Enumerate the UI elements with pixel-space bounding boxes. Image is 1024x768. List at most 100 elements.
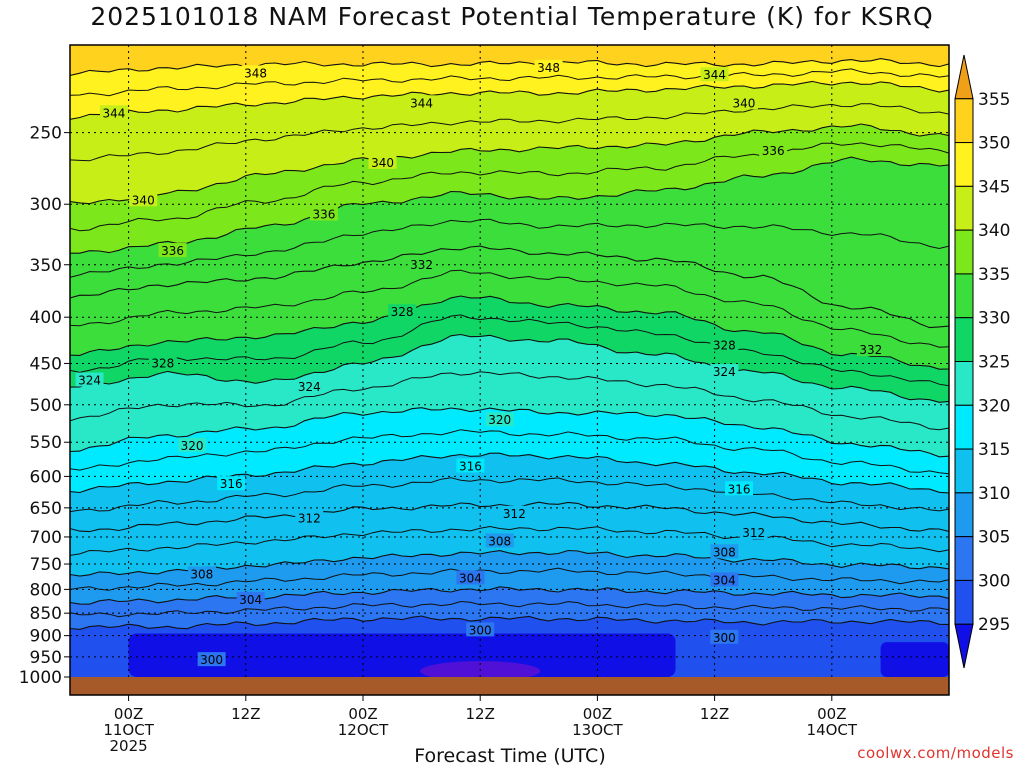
colorbar-label: 330: [978, 309, 1010, 329]
contour-label-bg: [856, 342, 885, 357]
colorbar-segment: [954, 492, 974, 538]
contour-label: 300: [469, 623, 492, 637]
y-tick-label: 500: [30, 396, 62, 416]
contour-mid-300: [70, 600, 949, 618]
contour-mid-336: [70, 142, 949, 232]
plot-frame: [69, 44, 950, 696]
x-tick-date: 14OCT: [807, 721, 858, 739]
contour-label-bg: [500, 505, 529, 520]
colorbar-label: 335: [978, 265, 1010, 285]
contour-label: 300: [713, 631, 736, 645]
x-tick-date: 12OCT: [338, 721, 389, 739]
colorbar-label: 350: [978, 134, 1010, 154]
contour-308: [70, 549, 949, 577]
contour-label: 304: [239, 593, 262, 607]
cold-pool: [128, 633, 676, 677]
chart-title: 2025101018 NAM Forecast Potential Temper…: [90, 2, 934, 31]
contour-label: 328: [151, 356, 174, 370]
x-tick-date: 11OCT: [103, 721, 154, 739]
contour-label-bg: [75, 372, 104, 387]
contour-label-bg: [129, 192, 158, 207]
colorbar-label: 345: [978, 177, 1010, 197]
contour-label-bg: [710, 337, 739, 352]
contour-mid-320: [70, 371, 949, 431]
contour-label-bg: [241, 65, 270, 80]
colorbar-top-arrow: [954, 54, 974, 100]
y-tick-label: 700: [30, 528, 62, 548]
contour-label: 300: [200, 653, 223, 667]
colorbar-label: 315: [978, 440, 1010, 460]
contour-340: [70, 123, 949, 205]
contour-316: [70, 452, 949, 494]
contour-label: 312: [503, 507, 526, 521]
colorbar-label: 325: [978, 353, 1010, 373]
contour-label: 304: [713, 573, 736, 587]
y-tick-label: 350: [30, 256, 62, 276]
colorbar-label: 295: [978, 615, 1010, 635]
y-tick-label: 1000: [19, 668, 62, 688]
colorbar-segment: [954, 273, 974, 319]
y-tick-label: 400: [30, 308, 62, 328]
colorbar-label: 300: [978, 571, 1010, 591]
contour-label-bg: [466, 622, 495, 637]
colorbar-label: 310: [978, 484, 1010, 504]
contour-label-bg: [485, 533, 514, 548]
y-tick-label: 250: [30, 124, 62, 144]
contour-label: 324: [78, 374, 101, 388]
cold-pool-2: [880, 642, 949, 677]
cold-core: [420, 661, 541, 682]
contour-label-bg: [99, 105, 128, 120]
source-credit: coolwx.com/models: [857, 744, 1014, 762]
contour-label-bg: [710, 364, 739, 379]
contour-label: 308: [190, 567, 213, 581]
contour-328: [70, 295, 949, 370]
x-axis-title: Forecast Time (UTC): [414, 745, 606, 767]
contour-label: 336: [312, 208, 335, 222]
colorbar-segment: [954, 142, 974, 187]
contour-348: [70, 58, 949, 77]
contour-label-bg: [217, 476, 246, 491]
contour-label: 336: [161, 244, 184, 258]
contour-label-bg: [197, 652, 226, 667]
contour-mid-340: [70, 103, 949, 162]
y-tick-label: 900: [30, 627, 62, 647]
contour-label: 312: [742, 526, 765, 540]
colorbar-segment: [954, 229, 974, 275]
colorbar-segment: [954, 185, 974, 231]
contour-label-bg: [309, 206, 338, 221]
contour-label: 332: [859, 343, 882, 357]
contour-344: [70, 80, 949, 120]
colorbar-segment: [954, 361, 974, 406]
contour-label: 336: [762, 144, 785, 158]
contour-label-bg: [158, 243, 187, 258]
contour-label-bg: [148, 355, 177, 370]
contour-label: 332: [410, 258, 433, 272]
y-tick-label: 450: [30, 354, 62, 374]
x-tick-label: 12Z: [231, 705, 260, 723]
contour-label-bg: [710, 629, 739, 644]
contour-label: 320: [181, 439, 204, 453]
colorbar-label: 320: [978, 396, 1010, 416]
contour-label-bg: [456, 570, 485, 585]
colorbar-segment: [954, 536, 974, 581]
colorbar-bottom-arrow: [954, 623, 974, 669]
y-tick-label: 300: [30, 195, 62, 215]
colorbar: 355 350 345 340 335 330 325 320 315 310 305 300 295: [954, 54, 1010, 669]
contour-300: [70, 615, 949, 630]
x-tick-label: 12Z: [700, 705, 729, 723]
contour-mid-312: [70, 477, 949, 513]
y-tick-label: 650: [30, 499, 62, 519]
contour-label: 344: [410, 96, 433, 110]
contour-mid-332: [70, 218, 949, 278]
contour-320: [70, 407, 949, 458]
contour-label: 340: [132, 193, 155, 207]
contour-label: 316: [728, 482, 751, 496]
contour-label: 308: [713, 545, 736, 559]
contour-label-bg: [295, 379, 324, 394]
contour-332: [70, 245, 949, 329]
contour-label-bg: [759, 143, 788, 158]
y-tick-label: 950: [30, 648, 62, 668]
contour-label: 348: [537, 61, 560, 75]
contour-label: 344: [102, 106, 125, 120]
